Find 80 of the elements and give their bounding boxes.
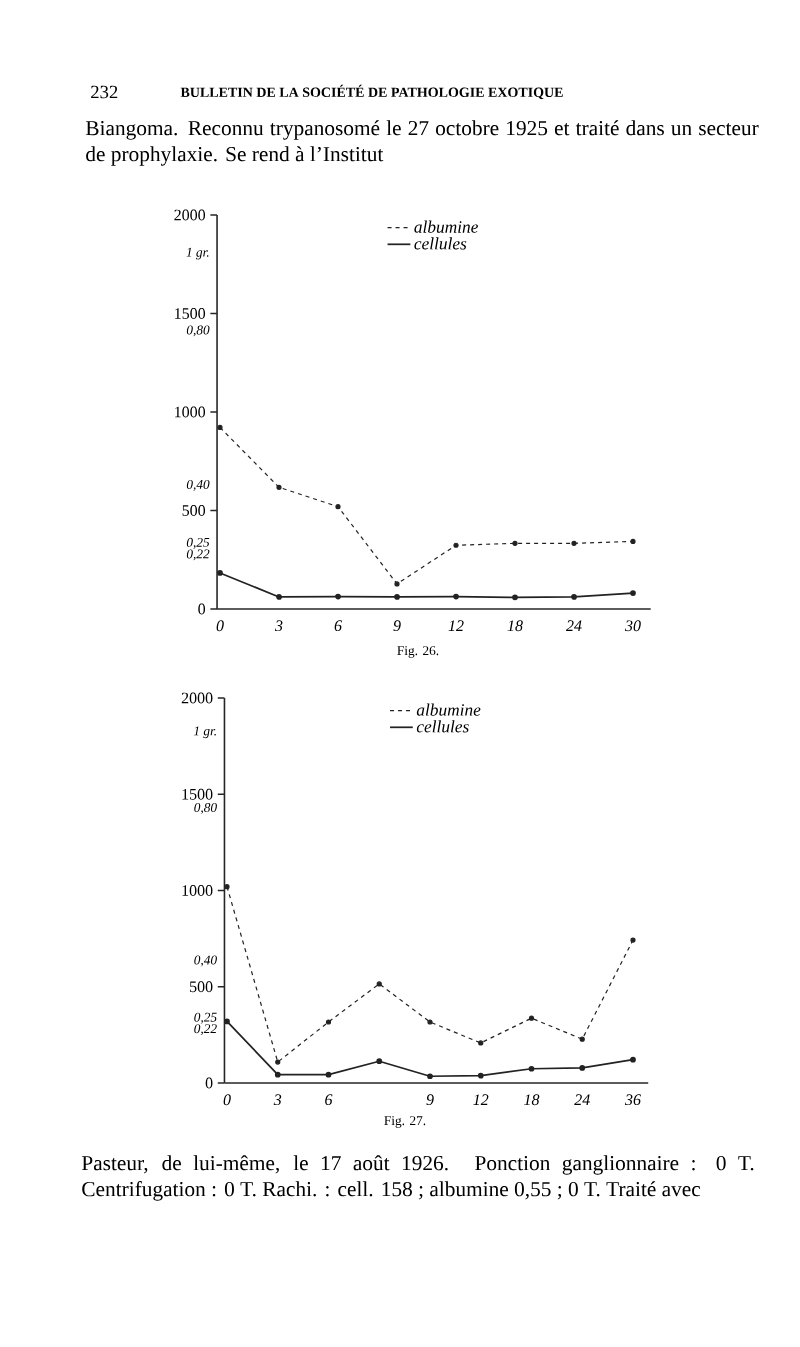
caption: Fig. 26. (397, 646, 439, 658)
x-tick-label: 0 (223, 1094, 231, 1106)
point (376, 981, 382, 987)
x-tick-label: 9 (393, 620, 401, 632)
x-tick-label: 3 (274, 620, 283, 632)
y2-tick-label: 0,40 (186, 479, 210, 491)
point (394, 581, 400, 587)
point (477, 1072, 484, 1079)
point (630, 538, 636, 544)
x-tick-label: 24 (574, 1094, 590, 1105)
y2-tick-label: 0,25 (194, 1012, 217, 1024)
point (528, 1015, 535, 1021)
y2-tick-label: 0,22 (186, 549, 210, 561)
x-tick-label: 36 (624, 1094, 641, 1106)
point (630, 937, 636, 943)
y-tick-label: 500 (182, 505, 206, 516)
point (276, 484, 282, 490)
y-tick-label: 2000 (181, 692, 213, 704)
caption: Fig. 27. (384, 1116, 426, 1128)
text: Biangoma. Reconnu trypanosomé le 27 octobre 1925 et traité dans un secteur de prophylaxie. Se rend à l’Institut (85, 120, 759, 166)
point (275, 1059, 281, 1065)
x-tick-label: 24 (566, 620, 582, 631)
point (325, 1071, 332, 1078)
point (224, 884, 230, 890)
point (512, 594, 518, 601)
point (276, 594, 282, 600)
y-tick-label: 500 (190, 981, 213, 993)
x-tick-label: 12 (473, 1094, 489, 1105)
y-tick-label: 1000 (182, 885, 213, 896)
y2-tick-label: 0,80 (186, 325, 210, 337)
point (571, 594, 577, 600)
text: BULLETIN DE LA SOCIÉTÉ DE PATHOLOGIE EXOTIQUE (180, 84, 563, 100)
point (528, 1065, 535, 1072)
legend-label: albumine (414, 220, 478, 233)
point (224, 1018, 230, 1025)
x-tick-label: 30 (624, 620, 641, 632)
legend-label: cellules (416, 720, 469, 733)
legend-label: cellules (414, 237, 467, 250)
point (394, 594, 400, 600)
point (217, 424, 223, 431)
point (512, 540, 518, 546)
point (453, 593, 459, 600)
point (335, 504, 341, 510)
y-tick-label: 0 (205, 1077, 213, 1089)
point (427, 1019, 433, 1025)
y-tick-label: 1500 (175, 308, 206, 319)
x-tick-label: 12 (448, 620, 464, 631)
y2-tick-label: 1 gr. (193, 726, 216, 739)
y2-tick-label: 0,22 (194, 1024, 217, 1036)
y-tick-label: 1000 (175, 406, 206, 418)
x-tick-label: 9 (426, 1094, 434, 1106)
y2-tick-label: 0,40 (194, 955, 217, 967)
point (325, 1019, 332, 1025)
point (579, 1036, 585, 1042)
point (478, 1040, 484, 1046)
y2-tick-label: 1 gr. (186, 247, 209, 260)
point (376, 1058, 383, 1065)
point (630, 1056, 636, 1063)
y-tick-label: 2000 (174, 209, 206, 221)
y2-tick-label: 0,80 (194, 803, 217, 814)
x-tick-label: 6 (334, 620, 342, 632)
legend-label: albumine (416, 703, 481, 716)
y-tick-label: 1500 (182, 788, 213, 800)
point (571, 540, 577, 546)
point (453, 542, 459, 548)
x-tick-label: 18 (507, 620, 523, 632)
y-tick-label: 0 (198, 603, 206, 615)
point (217, 570, 223, 576)
y2-tick-label: 0,25 (186, 537, 210, 549)
point (630, 590, 636, 596)
text: 232 (91, 85, 118, 99)
point (579, 1065, 586, 1071)
point (335, 593, 341, 600)
point (274, 1071, 281, 1078)
x-tick-label: 3 (273, 1094, 282, 1106)
point (427, 1073, 433, 1080)
x-tick-label: 6 (325, 1094, 333, 1106)
text: Pasteur, de lui-même, le 17 août 1926. Ponction ganglionnaire : 0 T. Centrifugation : 0 T. Rachi. : cell. 158 ; albumine 0,55 ; 0 T. Traité avec (81, 1155, 754, 1201)
x-tick-label: 18 (524, 1094, 540, 1106)
x-tick-label: 0 (216, 620, 224, 632)
